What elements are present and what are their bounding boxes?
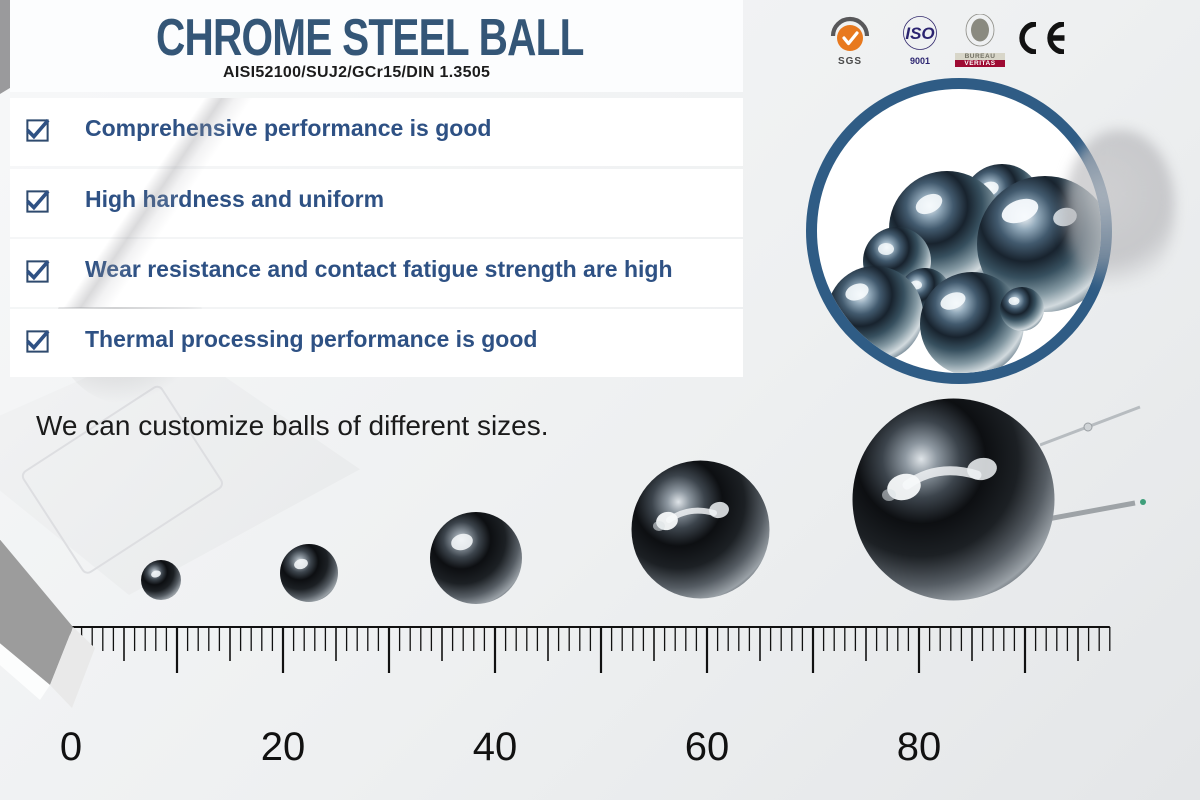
svg-text:ISO: ISO: [905, 24, 934, 43]
svg-text:20: 20: [261, 725, 306, 769]
svg-text:0: 0: [60, 725, 82, 769]
svg-text:60: 60: [685, 725, 730, 769]
svg-text:40: 40: [473, 725, 518, 769]
svg-text:80: 80: [897, 725, 942, 769]
